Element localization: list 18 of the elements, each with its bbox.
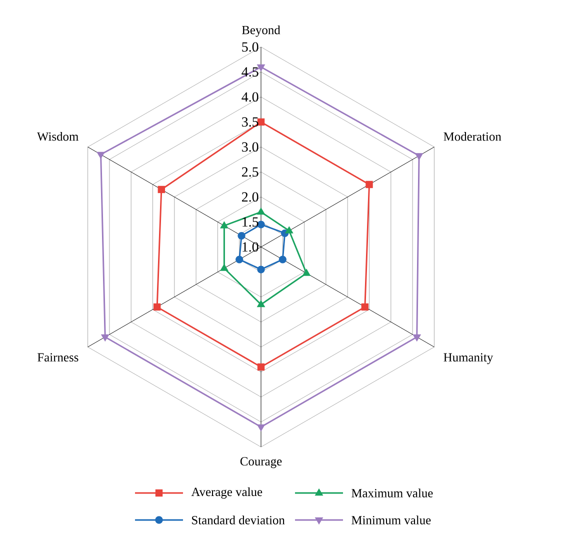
y-tick-label: 3.0 xyxy=(242,142,258,152)
spoke-label: Beyond xyxy=(242,25,280,37)
spoke-label: Wisdom xyxy=(37,132,78,141)
y-tick-label: 2.5 xyxy=(242,167,258,177)
y-tick-label: 1.0 xyxy=(242,242,258,252)
legend-label: Minimum value xyxy=(352,516,431,524)
y-tick-label: 4.0 xyxy=(242,92,258,102)
legend-label: Maximum value xyxy=(352,488,433,498)
y-tick-label: 4.5 xyxy=(242,67,258,77)
y-tick-label: 5.0 xyxy=(242,42,258,52)
y-tick-label: 1.5 xyxy=(242,217,258,227)
legend-label: Average value xyxy=(191,487,262,499)
y-tick-label: 2.0 xyxy=(242,192,258,202)
spoke-label: Humanity xyxy=(444,353,494,364)
legend-label: Standard deviation xyxy=(192,516,285,524)
spoke-label: Moderation xyxy=(444,132,502,141)
spoke-label: Fairness xyxy=(38,353,78,362)
spoke-label: Courage xyxy=(240,457,282,468)
